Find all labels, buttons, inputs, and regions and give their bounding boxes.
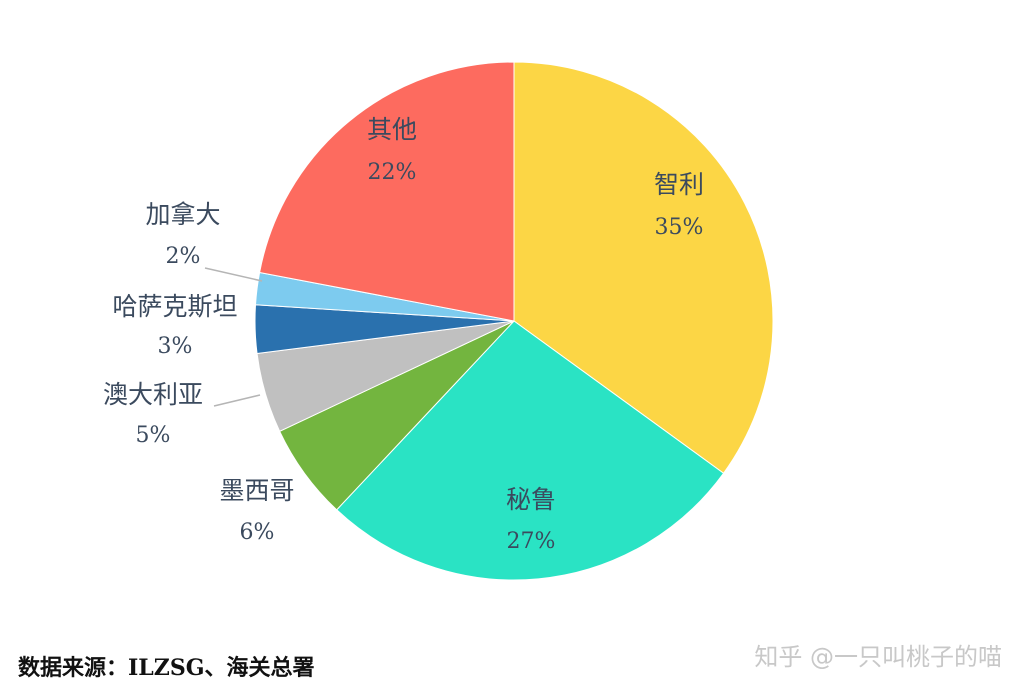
slice-label: 秘鲁 [506,485,556,514]
leader-line [213,394,261,407]
slice-label: 智利 [654,170,704,199]
slice-percent-label: 35% [655,215,704,240]
slice-percent-label: 6% [240,520,275,545]
slice-label: 哈萨克斯坦 [112,292,237,321]
pie-slices [254,61,774,581]
pie-slice [513,61,774,474]
leader-lines [204,267,263,407]
pie-slice [335,320,725,581]
watermark: 知乎 @一只叫桃子的喵 [754,643,1002,671]
slice-percent-label: 22% [368,160,417,185]
slice-percent-label: 3% [158,334,193,359]
slice-label: 其他 [367,115,417,144]
slice-percent-label: 27% [507,529,556,554]
pie-slice [259,61,515,322]
slice-percent-label: 5% [136,423,171,448]
slice-label: 墨西哥 [219,476,294,505]
slice-label: 加拿大 [145,200,220,229]
slice-labels: 智利 35% 秘鲁 27% 墨西哥 6% 澳大利亚 5% 哈萨克斯坦 3% 加拿大 2% 其他 22% [103,115,704,554]
slice-percent-label: 2% [166,244,201,269]
data-source-note: 数据来源：ILZSG、海关总署 [18,655,315,681]
slice-label: 澳大利亚 [103,380,203,409]
leader-line [204,267,263,282]
